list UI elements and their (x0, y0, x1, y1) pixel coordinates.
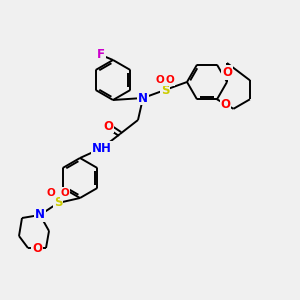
Text: O: O (103, 119, 113, 133)
Text: F: F (97, 49, 105, 62)
Text: O: O (32, 242, 42, 254)
Text: S: S (54, 196, 62, 209)
Text: O: O (220, 98, 230, 111)
Text: N: N (138, 92, 148, 104)
Text: S: S (161, 83, 169, 97)
Text: O: O (46, 188, 56, 198)
Text: O: O (166, 75, 174, 85)
Text: O: O (61, 188, 69, 198)
Text: N: N (35, 208, 45, 221)
Text: NH: NH (92, 142, 112, 154)
Text: O: O (222, 66, 232, 79)
Text: O: O (156, 75, 164, 85)
